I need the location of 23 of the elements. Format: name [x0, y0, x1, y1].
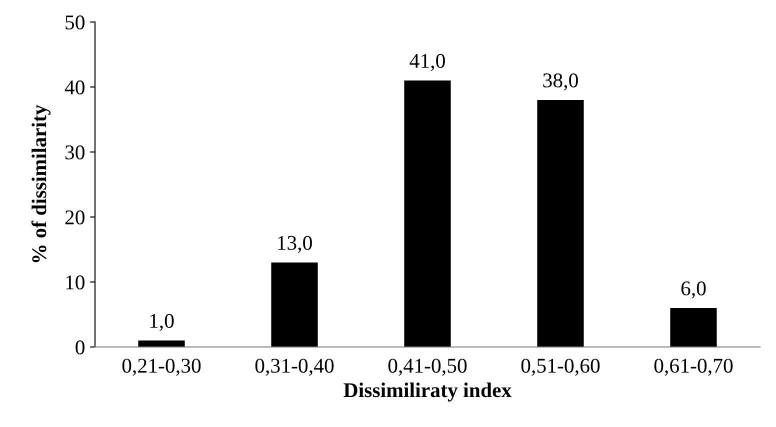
bar	[537, 100, 584, 347]
bar	[404, 80, 451, 347]
y-axis-title: % of dissimilarity	[31, 104, 51, 262]
y-tick-label: 10	[66, 275, 84, 290]
data-label: 38,0	[543, 73, 578, 90]
data-label: 1,0	[150, 314, 174, 331]
data-label: 13,0	[278, 236, 312, 253]
x-axis-title: Dissimiliraty index	[344, 382, 512, 402]
x-tick-label: 0,21-0,30	[122, 358, 201, 376]
x-tick-label: 0,61-0,70	[654, 358, 733, 376]
y-tick-label: 0	[76, 340, 84, 354]
x-tick-label: 0,31-0,40	[255, 358, 334, 376]
x-tick-label: 0,41-0,50	[388, 358, 467, 376]
y-tick-label: 50	[66, 15, 84, 30]
x-tick-label: 0,51-0,60	[521, 358, 600, 376]
y-tick-label: 20	[65, 210, 84, 224]
bar	[138, 340, 185, 347]
bar	[670, 308, 717, 347]
data-label: 41,0	[410, 54, 445, 71]
y-tick-label: 40	[64, 80, 84, 94]
bar	[271, 262, 318, 347]
data-label: 6,0	[681, 281, 706, 298]
y-tick-label: 30	[65, 145, 84, 160]
